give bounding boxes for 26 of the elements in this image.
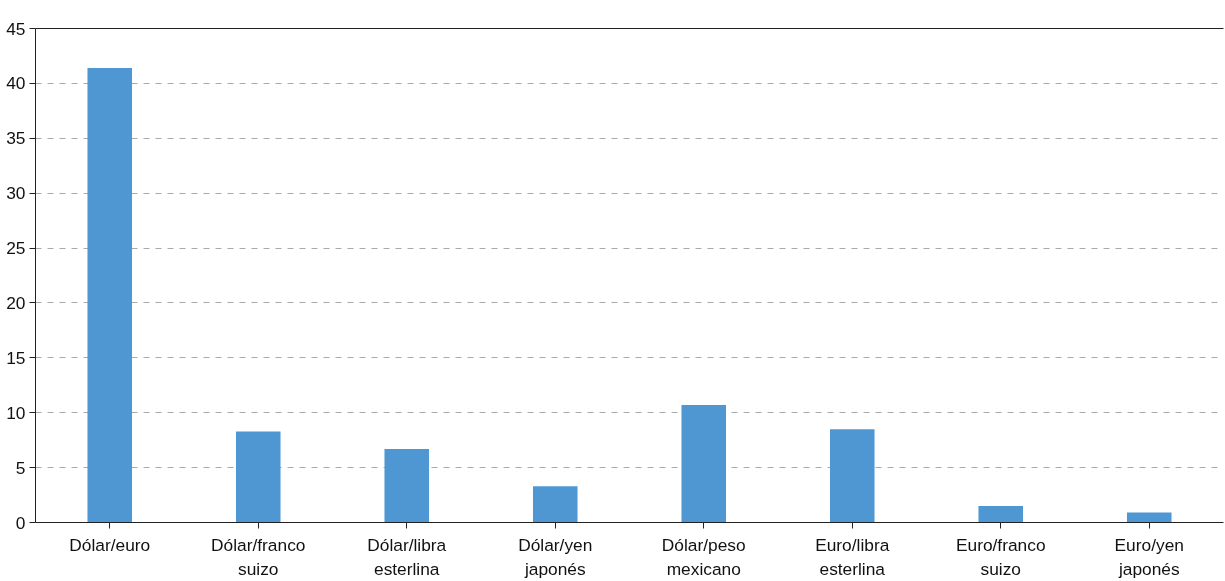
x-tick-label: Euro/yen japonés [1114, 534, 1184, 579]
x-tick-label: Dólar/peso mexicano [661, 534, 746, 579]
bar [978, 506, 1024, 523]
y-tick-label: 30 [6, 183, 26, 204]
y-tick-label: 35 [6, 128, 26, 149]
x-tick-label: Dólar/libra esterlina [367, 534, 447, 579]
y-tick-label: 0 [15, 512, 26, 533]
bar [1126, 512, 1172, 523]
x-tick-label: Dólar/franco suizo [211, 534, 306, 579]
bar [384, 448, 430, 523]
bar [681, 405, 727, 523]
bar [87, 68, 133, 523]
x-tick-label: Dólar/yen japonés [518, 534, 593, 579]
y-tick-label: 40 [6, 73, 26, 94]
x-tick-label: Dólar/euro [69, 534, 151, 555]
x-tick-label: Euro/libra esterlina [815, 534, 890, 579]
bar [235, 431, 281, 523]
y-tick-label: 25 [6, 238, 26, 259]
y-tick-label: 20 [6, 292, 26, 313]
x-tick-label: Euro/franco suizo [955, 534, 1046, 579]
y-tick-label: 45 [6, 18, 26, 39]
y-tick-label: 10 [6, 402, 26, 423]
bar [532, 486, 578, 523]
y-tick-label: 5 [15, 457, 26, 478]
y-tick-label: 15 [6, 347, 26, 368]
bar [829, 429, 875, 523]
